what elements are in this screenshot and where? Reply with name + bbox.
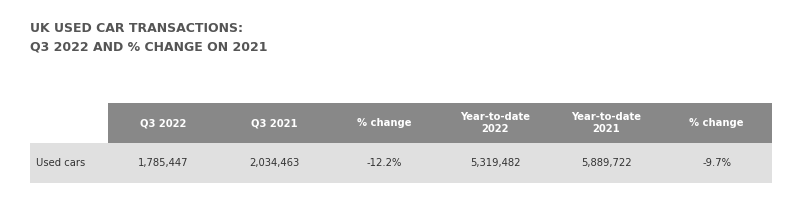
Text: Q3 2021: Q3 2021 — [250, 118, 298, 128]
Text: % change: % change — [690, 118, 744, 128]
Text: 5,889,722: 5,889,722 — [581, 158, 631, 168]
Text: Year-to-date
2021: Year-to-date 2021 — [571, 112, 641, 134]
Text: UK USED CAR TRANSACTIONS:
Q3 2022 AND % CHANGE ON 2021: UK USED CAR TRANSACTIONS: Q3 2022 AND % … — [30, 22, 267, 54]
Text: 1,785,447: 1,785,447 — [138, 158, 189, 168]
Bar — [30, 143, 772, 183]
Text: 5,319,482: 5,319,482 — [470, 158, 521, 168]
Text: -9.7%: -9.7% — [702, 158, 731, 168]
Text: Used cars: Used cars — [36, 158, 86, 168]
Text: 2,034,463: 2,034,463 — [249, 158, 299, 168]
Bar — [108, 103, 772, 143]
Text: -12.2%: -12.2% — [367, 158, 402, 168]
Text: Year-to-date
2022: Year-to-date 2022 — [460, 112, 530, 134]
Text: % change: % change — [358, 118, 412, 128]
Text: Q3 2022: Q3 2022 — [140, 118, 186, 128]
